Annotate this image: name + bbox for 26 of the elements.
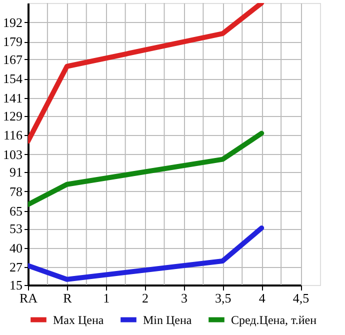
y-tick-label: 116	[3, 128, 23, 143]
x-tick-label: 3,5	[215, 290, 232, 306]
y-tick-label: 40	[10, 240, 22, 256]
x-tick-label: R	[63, 290, 72, 306]
x-tick-label: 2	[142, 290, 149, 306]
y-tick-label: 53	[10, 221, 22, 236]
x-tick-label: 3	[180, 290, 188, 306]
x-tick-label: 4,5	[292, 290, 310, 306]
y-tick-label: 65	[10, 203, 22, 218]
y-tick-label: 141	[3, 90, 22, 106]
y-tick-label: 103	[3, 146, 22, 162]
y-tick-label: 27	[10, 260, 23, 275]
y-tick-label: 15	[10, 278, 22, 292]
y-tick-label: 129	[3, 108, 22, 124]
x-tick-label: 4	[258, 290, 266, 306]
legend-label: Max Цена	[53, 312, 104, 327]
legend-label: Сред.Цена, т.йен	[231, 312, 318, 327]
y-tick-label: 154	[3, 71, 23, 86]
y-tick-label: 192	[3, 14, 22, 30]
x-tick-label: RA	[19, 290, 38, 306]
legend-label: Min Цена	[143, 312, 192, 327]
y-tick-label: 91	[10, 164, 22, 180]
x-tick-label: 1	[103, 290, 110, 306]
y-tick-label: 167	[3, 52, 23, 67]
y-tick-label: 179	[3, 34, 22, 50]
y-tick-label: 78	[10, 184, 22, 199]
